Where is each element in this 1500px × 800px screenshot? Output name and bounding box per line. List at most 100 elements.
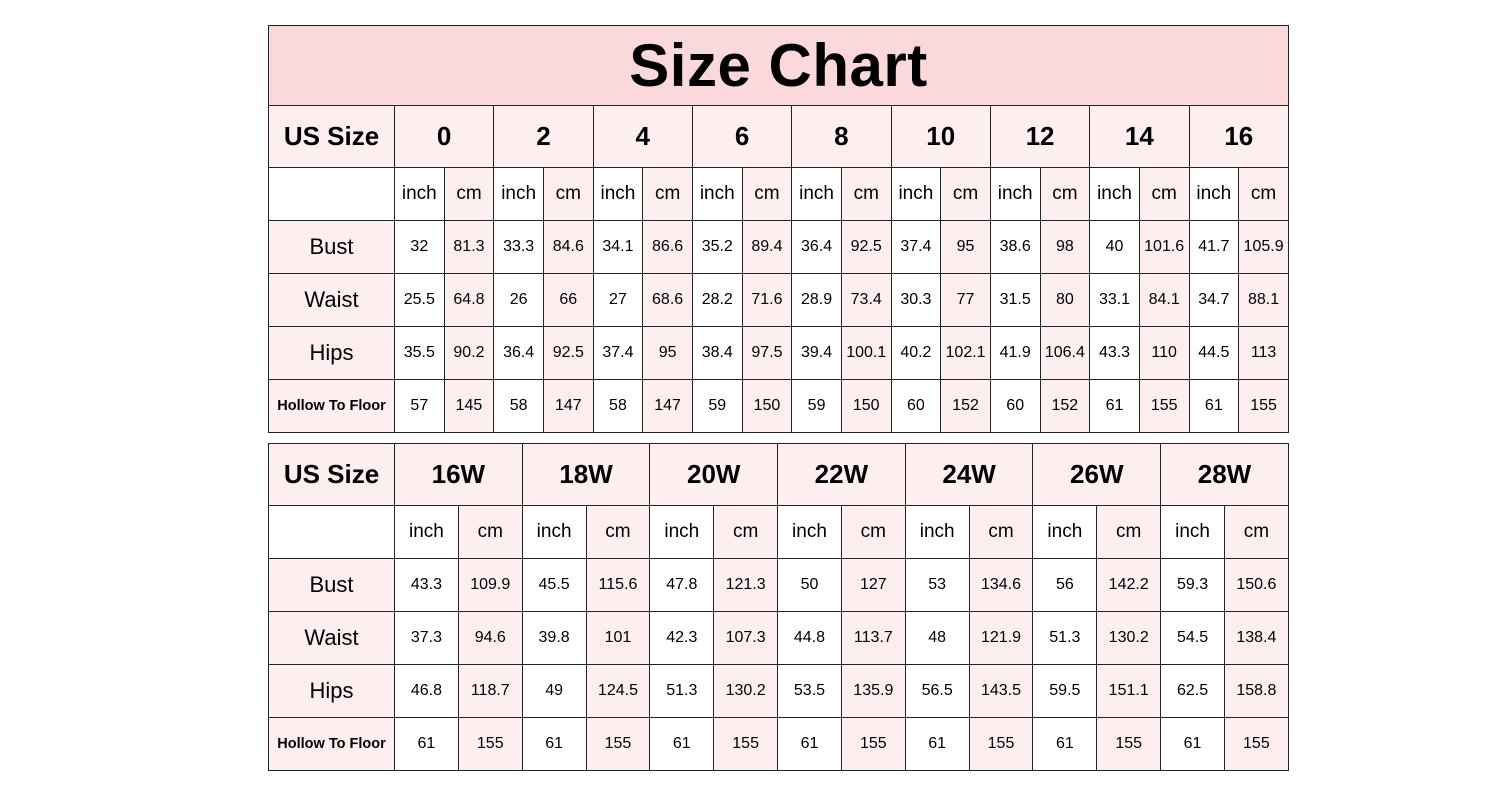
table-cell: 33.1 bbox=[1089, 273, 1140, 327]
unit-inch: inch bbox=[394, 505, 459, 559]
table-cell: 26 bbox=[493, 273, 544, 327]
table-cell: 89.4 bbox=[741, 220, 793, 274]
table-cell: 145 bbox=[443, 379, 495, 433]
size-heading: 12 bbox=[989, 105, 1091, 168]
table-cell: 151.1 bbox=[1096, 664, 1162, 718]
size-heading: 14 bbox=[1089, 105, 1190, 168]
table-row: Hollow To Floor 57 145 58 147 58 147 59 150 59 150… bbox=[268, 379, 1289, 433]
unit-header-row: inch cm inch cm inch cm inch cm inch cm inch cm inch… bbox=[268, 167, 1289, 221]
table-cell: 32 bbox=[394, 220, 445, 274]
unit-inch: inch bbox=[989, 167, 1041, 221]
table-cell: 34.1 bbox=[592, 220, 644, 274]
table-cell: 35.2 bbox=[691, 220, 743, 274]
table-cell: 51.3 bbox=[649, 664, 715, 718]
table-cell: 150 bbox=[741, 379, 793, 433]
table-cell: 118.7 bbox=[457, 664, 523, 718]
table-cell: 35.5 bbox=[394, 326, 445, 380]
table-cell: 40 bbox=[1089, 220, 1140, 274]
table-cell: 61 bbox=[394, 717, 459, 771]
size-heading: 22W bbox=[777, 443, 906, 506]
table-cell: 155 bbox=[840, 717, 906, 771]
size-chart-table-plus: US Size 16W 18W 20W 22W 24W 26W 28W inch cm inch… bbox=[268, 443, 1289, 771]
table-cell: 84.1 bbox=[1138, 273, 1190, 327]
table-cell: 115.6 bbox=[585, 558, 651, 612]
table-cell: 44.8 bbox=[777, 611, 842, 665]
table-cell: 80 bbox=[1039, 273, 1091, 327]
table-cell: 101.6 bbox=[1138, 220, 1190, 274]
table-row: Hips 35.5 90.2 36.4 92.5 37.4 95 38.4 97.5 39.4 10… bbox=[268, 326, 1289, 380]
size-header-row: US Size 0 2 4 6 8 10 12 14 16 bbox=[268, 105, 1289, 168]
table-cell: 81.3 bbox=[443, 220, 495, 274]
size-heading: 4 bbox=[592, 105, 693, 168]
table-cell: 59 bbox=[791, 379, 842, 433]
table-cell: 124.5 bbox=[585, 664, 651, 718]
table-cell: 92.5 bbox=[840, 220, 892, 274]
table-cell: 51.3 bbox=[1032, 611, 1098, 665]
table-cell: 135.9 bbox=[840, 664, 906, 718]
row-label: Waist bbox=[268, 273, 395, 327]
table-cell: 155 bbox=[1223, 717, 1289, 771]
table-cell: 41.9 bbox=[989, 326, 1041, 380]
table-cell: 45.5 bbox=[521, 558, 587, 612]
table-cell: 150 bbox=[840, 379, 892, 433]
unit-cm: cm bbox=[1223, 505, 1289, 559]
unit-cm: cm bbox=[940, 167, 991, 221]
table-cell: 155 bbox=[457, 717, 523, 771]
table-cell: 60 bbox=[989, 379, 1041, 433]
table-cell: 62.5 bbox=[1160, 664, 1225, 718]
table-cell: 143.5 bbox=[968, 664, 1034, 718]
row-label: Hips bbox=[268, 326, 395, 380]
size-header-row: US Size 16W 18W 20W 22W 24W 26W 28W bbox=[268, 443, 1289, 506]
table-cell: 88.1 bbox=[1238, 273, 1289, 327]
unit-cm: cm bbox=[443, 167, 495, 221]
unit-cm: cm bbox=[1138, 167, 1190, 221]
table-cell: 58 bbox=[592, 379, 644, 433]
table-cell: 84.6 bbox=[542, 220, 594, 274]
table-row: Hollow To Floor 61 155 61 155 61 155 61 155 61 155… bbox=[268, 717, 1289, 771]
table-cell: 37.4 bbox=[592, 326, 644, 380]
table-cell: 134.6 bbox=[968, 558, 1034, 612]
unit-inch: inch bbox=[1032, 505, 1098, 559]
table-cell: 92.5 bbox=[542, 326, 594, 380]
size-heading: 16W bbox=[394, 443, 523, 506]
table-row: Bust 43.3 109.9 45.5 115.6 47.8 121.3 50 127 53 13… bbox=[268, 558, 1289, 612]
unit-cm: cm bbox=[642, 167, 693, 221]
table-cell: 130.2 bbox=[713, 664, 779, 718]
unit-cm: cm bbox=[1039, 167, 1091, 221]
table-cell: 152 bbox=[1039, 379, 1091, 433]
unit-cm: cm bbox=[542, 167, 594, 221]
unit-cm: cm bbox=[968, 505, 1034, 559]
table-cell: 60 bbox=[890, 379, 942, 433]
table-cell: 41.7 bbox=[1188, 220, 1240, 274]
table-cell: 152 bbox=[940, 379, 991, 433]
table-cell: 44.5 bbox=[1188, 326, 1240, 380]
table-cell: 46.8 bbox=[394, 664, 459, 718]
table-cell: 77 bbox=[940, 273, 991, 327]
us-size-label: US Size bbox=[268, 105, 395, 168]
unit-row-label bbox=[268, 167, 395, 221]
size-heading: 0 bbox=[393, 105, 495, 168]
size-heading: 16 bbox=[1188, 105, 1289, 168]
table-cell: 100.1 bbox=[840, 326, 892, 380]
size-chart-table-standard: Size Chart US Size 0 2 4 6 8 10 12 14 16 inch cm i… bbox=[268, 25, 1289, 433]
size-heading: 28W bbox=[1160, 443, 1289, 506]
table-cell: 27 bbox=[592, 273, 644, 327]
table-cell: 106.4 bbox=[1039, 326, 1091, 380]
unit-inch: inch bbox=[1089, 167, 1140, 221]
table-cell: 155 bbox=[1096, 717, 1162, 771]
unit-inch: inch bbox=[777, 505, 842, 559]
table-cell: 95 bbox=[642, 326, 693, 380]
row-label: Hollow To Floor bbox=[268, 379, 395, 433]
unit-cm: cm bbox=[741, 167, 793, 221]
table-row: Waist 25.5 64.8 26 66 27 68.6 28.2 71.6 28.9 73.4 3… bbox=[268, 273, 1289, 327]
table-cell: 56.5 bbox=[904, 664, 970, 718]
table-cell: 61 bbox=[1089, 379, 1140, 433]
table-cell: 28.2 bbox=[691, 273, 743, 327]
table-cell: 98 bbox=[1039, 220, 1091, 274]
table-cell: 40.2 bbox=[890, 326, 942, 380]
table-cell: 155 bbox=[1138, 379, 1190, 433]
table-cell: 39.8 bbox=[521, 611, 587, 665]
table-cell: 42.3 bbox=[649, 611, 715, 665]
table-cell: 150.6 bbox=[1223, 558, 1289, 612]
table-cell: 64.8 bbox=[443, 273, 495, 327]
